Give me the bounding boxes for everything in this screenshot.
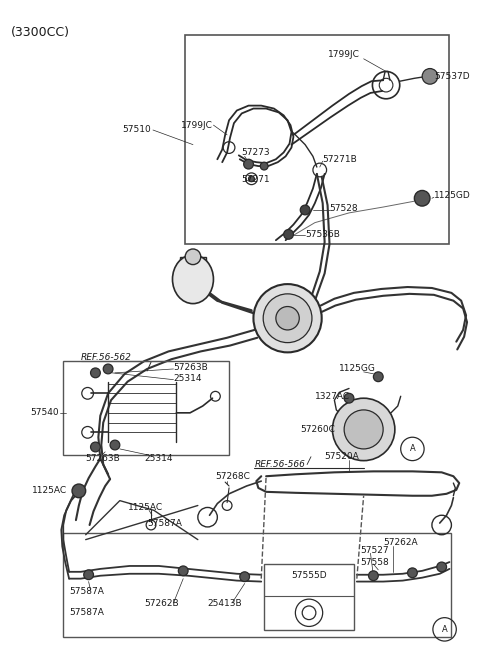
Text: 57263B: 57263B [173,362,208,371]
Circle shape [373,372,383,382]
Text: REF.56-562: REF.56-562 [81,353,132,362]
Circle shape [249,176,254,181]
Circle shape [263,294,312,343]
Text: 25314: 25314 [173,374,202,383]
Text: 25413B: 25413B [207,599,242,608]
Circle shape [253,284,322,352]
Circle shape [300,205,310,215]
Circle shape [91,442,100,452]
Text: 57587A: 57587A [69,587,104,596]
Circle shape [437,562,446,572]
Circle shape [276,307,299,330]
Text: 57587A: 57587A [147,519,182,527]
Text: 57555D: 57555D [291,571,327,580]
Text: 1799JC: 1799JC [328,50,360,60]
Text: 57527: 57527 [361,546,389,555]
Text: (3300CC): (3300CC) [11,26,70,39]
Circle shape [260,162,268,170]
Text: 57537D: 57537D [434,72,469,81]
Text: 1125GG: 1125GG [339,364,376,373]
Ellipse shape [172,255,214,304]
Text: 57540: 57540 [31,408,60,417]
Text: 57271: 57271 [242,176,270,184]
Text: A: A [409,445,415,453]
Circle shape [240,572,250,582]
Text: 1327AC: 1327AC [315,392,350,401]
Circle shape [344,410,383,449]
Text: 1125GD: 1125GD [434,191,470,200]
Text: 57263B: 57263B [86,454,120,463]
Text: 1799JC: 1799JC [180,121,213,130]
Circle shape [72,484,86,498]
Circle shape [414,191,430,206]
Text: 57510: 57510 [122,126,151,134]
Circle shape [91,368,100,378]
Bar [63,361,229,455]
Bar [180,257,205,271]
Text: 57558: 57558 [361,557,389,567]
Circle shape [244,159,253,169]
Text: 1125AC: 1125AC [32,487,67,495]
Text: 57528: 57528 [329,204,358,212]
Text: 57273: 57273 [242,148,270,157]
Circle shape [185,249,201,265]
Text: 57260C: 57260C [300,425,335,434]
Circle shape [84,570,94,580]
Circle shape [284,229,293,239]
Circle shape [369,571,378,580]
Text: 57268C: 57268C [216,472,250,481]
Text: 57262A: 57262A [383,538,418,547]
Circle shape [103,364,113,374]
Text: 57587A: 57587A [69,608,104,617]
Bar [185,35,449,244]
Circle shape [179,566,188,576]
Text: 57536B: 57536B [305,230,340,239]
Bar [63,533,451,637]
Circle shape [344,394,354,403]
Text: 57262B: 57262B [144,599,179,608]
Circle shape [422,69,438,84]
Text: REF.56-566: REF.56-566 [254,460,305,469]
Text: A: A [442,625,447,634]
Circle shape [110,440,120,450]
Text: 1125AC: 1125AC [128,503,163,512]
Circle shape [333,398,395,460]
Circle shape [408,568,417,578]
Text: 57271B: 57271B [323,155,358,164]
Text: 25314: 25314 [144,454,173,463]
Bar [264,564,354,630]
Text: 57520A: 57520A [324,452,360,461]
